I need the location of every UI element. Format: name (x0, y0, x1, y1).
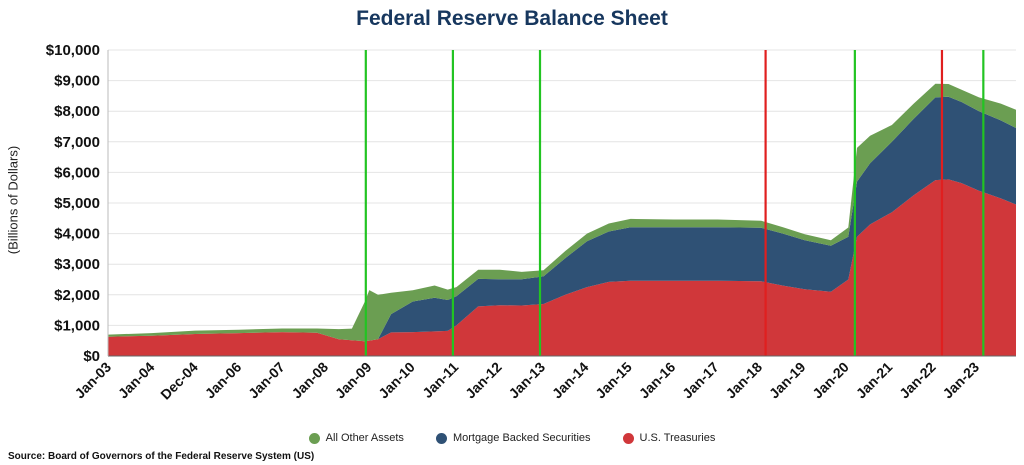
x-tick: Jan-19 (766, 359, 809, 402)
x-tick: Jan-06 (202, 359, 245, 402)
x-tick-label: Dec-04 (157, 359, 201, 403)
x-tick-label: Jan-18 (722, 359, 765, 402)
mbs-area (108, 96, 1016, 342)
x-tick: Jan-17 (679, 359, 722, 402)
x-tick-label: Jan-03 (71, 359, 114, 402)
x-tick-label: Jan-04 (115, 359, 158, 402)
y-tick-label: $4,000 (54, 226, 100, 243)
y-tick-label: $10,000 (46, 42, 100, 59)
x-tick-label: Jan-21 (853, 359, 896, 402)
legend-swatch-mbs (435, 432, 447, 444)
x-tick-label: Jan-20 (809, 359, 852, 402)
x-tick: Jan-18 (722, 359, 765, 402)
legend-label-mbs: Mortgage Backed Securities (452, 432, 591, 444)
x-tick-label: Jan-11 (419, 359, 461, 401)
x-tick: Dec-04 (157, 359, 201, 403)
y-tick-label: $1,000 (54, 317, 100, 334)
x-tick: Jan-09 (332, 359, 375, 402)
legend-item-treasuries: U.S. Treasuries (622, 432, 716, 444)
x-tick: Jan-20 (809, 359, 852, 402)
y-tick-label: $6,000 (54, 164, 100, 181)
x-tick: Jan-23 (939, 359, 982, 402)
x-tick-label: Jan-08 (288, 359, 331, 402)
y-tick-label: $2,000 (54, 287, 100, 304)
y-tick-label: $5,000 (54, 195, 100, 212)
x-tick: Jan-11 (419, 359, 461, 401)
x-tick-label: Jan-06 (202, 359, 245, 402)
source-note: Source: Board of Governors of the Federa… (8, 451, 315, 462)
y-tick-label: $0 (83, 348, 100, 365)
y-tick-label: $3,000 (54, 256, 100, 273)
x-tick: Jan-13 (505, 359, 548, 402)
y-tick-label: $9,000 (54, 73, 100, 90)
x-tick: Jan-08 (288, 359, 331, 402)
x-tick: Jan-07 (245, 359, 288, 402)
treasuries-area (108, 179, 1016, 356)
y-tick-label: $7,000 (54, 134, 100, 151)
legend-label-other: All Other Assets (325, 432, 404, 444)
chart-title: Federal Reserve Balance Sheet (356, 7, 668, 30)
x-tick-label: Jan-13 (505, 359, 548, 402)
x-tick-label: Jan-23 (939, 359, 982, 402)
x-tick: Jan-14 (549, 359, 592, 402)
x-tick: Jan-10 (375, 359, 418, 402)
legend-swatch-treasuries (622, 432, 634, 444)
x-tick-label: Jan-15 (592, 359, 635, 402)
x-tick: Jan-03 (71, 359, 114, 402)
x-tick-label: Jan-14 (549, 359, 592, 402)
x-tick: Jan-16 (636, 359, 679, 402)
x-tick-label: Jan-07 (245, 359, 288, 402)
x-tick-label: Jan-19 (766, 359, 809, 402)
legend-item-mbs: Mortgage Backed Securities (435, 432, 591, 444)
x-tick-label: Jan-10 (375, 359, 418, 402)
x-tick: Jan-12 (462, 359, 505, 402)
x-tick-label: Jan-12 (462, 359, 505, 402)
x-tick: Jan-04 (115, 359, 158, 402)
legend: All Other Assets Mortgage Backed Securit… (0, 432, 1024, 444)
legend-label-treasuries: U.S. Treasuries (639, 432, 716, 444)
x-tick: Jan-22 (896, 359, 939, 402)
legend-item-other: All Other Assets (308, 432, 404, 444)
legend-swatch-other (308, 432, 320, 444)
x-tick: Jan-15 (592, 359, 635, 402)
x-tick-label: Jan-16 (636, 359, 679, 402)
x-tick-label: Jan-22 (896, 359, 939, 402)
x-tick: Jan-21 (853, 359, 896, 402)
x-tick-label: Jan-17 (679, 359, 722, 402)
y-tick-label: $8,000 (54, 103, 100, 120)
x-tick-label: Jan-09 (332, 359, 375, 402)
